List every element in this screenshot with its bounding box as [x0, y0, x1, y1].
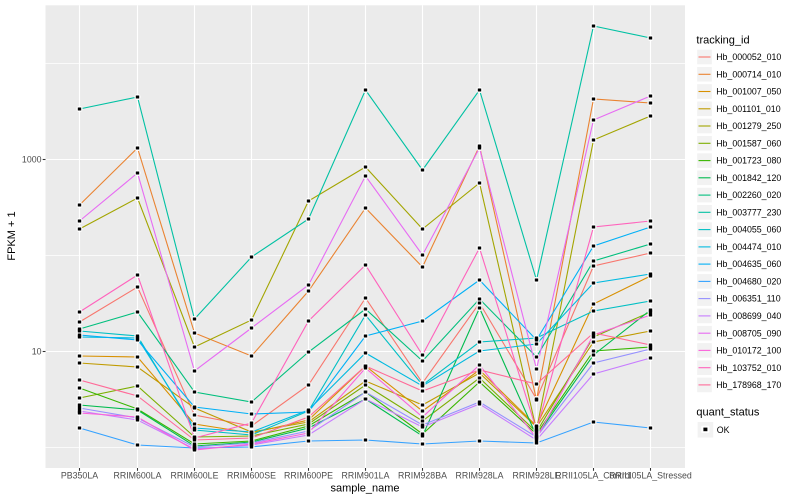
svg-text:RRII105LA_Control: RRII105LA_Control: [555, 471, 631, 481]
svg-text:Hb_008699_040: Hb_008699_040: [716, 311, 781, 321]
svg-text:1000: 1000: [22, 154, 42, 164]
svg-text:Hb_010172_100: Hb_010172_100: [716, 346, 781, 356]
svg-text:tracking_id: tracking_id: [696, 35, 749, 47]
svg-text:Hb_000714_010: Hb_000714_010: [716, 69, 781, 79]
svg-text:RRIM928LA: RRIM928LA: [456, 471, 504, 481]
svg-text:Hb_004474_010: Hb_004474_010: [716, 242, 781, 252]
svg-text:Hb_001842_120: Hb_001842_120: [716, 173, 781, 183]
svg-text:PB350LA: PB350LA: [61, 471, 98, 481]
svg-text:OK: OK: [717, 425, 730, 435]
svg-text:Hb_008705_090: Hb_008705_090: [716, 328, 781, 338]
svg-text:RRIM901LA: RRIM901LA: [342, 471, 390, 481]
svg-text:sample_name: sample_name: [330, 483, 399, 495]
svg-text:RRIM928BA: RRIM928BA: [398, 471, 447, 481]
svg-text:Hb_004680_020: Hb_004680_020: [716, 277, 781, 287]
svg-text:Hb_001101_010: Hb_001101_010: [716, 104, 781, 114]
svg-text:RRIM600LA: RRIM600LA: [114, 471, 162, 481]
svg-text:Hb_000052_010: Hb_000052_010: [716, 52, 781, 62]
svg-text:Hb_001279_250: Hb_001279_250: [716, 121, 781, 131]
svg-text:Hb_003777_230: Hb_003777_230: [716, 207, 781, 217]
svg-text:Hb_002260_020: Hb_002260_020: [716, 190, 781, 200]
svg-text:RRIM600SE: RRIM600SE: [227, 471, 276, 481]
svg-text:Hb_178968_170: Hb_178968_170: [716, 380, 781, 390]
svg-text:Hb_001007_050: Hb_001007_050: [716, 87, 781, 97]
svg-text:RRIM600PE: RRIM600PE: [284, 471, 333, 481]
svg-text:Hb_004635_060: Hb_004635_060: [716, 259, 781, 269]
svg-text:Hb_001587_060: Hb_001587_060: [716, 138, 781, 148]
svg-text:Hb_006351_110: Hb_006351_110: [716, 294, 781, 304]
svg-text:Hb_103752_010: Hb_103752_010: [716, 363, 781, 373]
svg-text:RRII105LA_Stressed: RRII105LA_Stressed: [609, 471, 692, 481]
svg-text:RRIM928LE: RRIM928LE: [513, 471, 561, 481]
svg-text:quant_status: quant_status: [696, 407, 759, 419]
svg-text:Hb_004055_060: Hb_004055_060: [716, 225, 781, 235]
svg-text:RRIM600LE: RRIM600LE: [171, 471, 219, 481]
svg-text:FPKM + 1: FPKM + 1: [6, 211, 18, 260]
svg-text:10: 10: [32, 346, 42, 356]
svg-text:Hb_001723_080: Hb_001723_080: [716, 156, 781, 166]
